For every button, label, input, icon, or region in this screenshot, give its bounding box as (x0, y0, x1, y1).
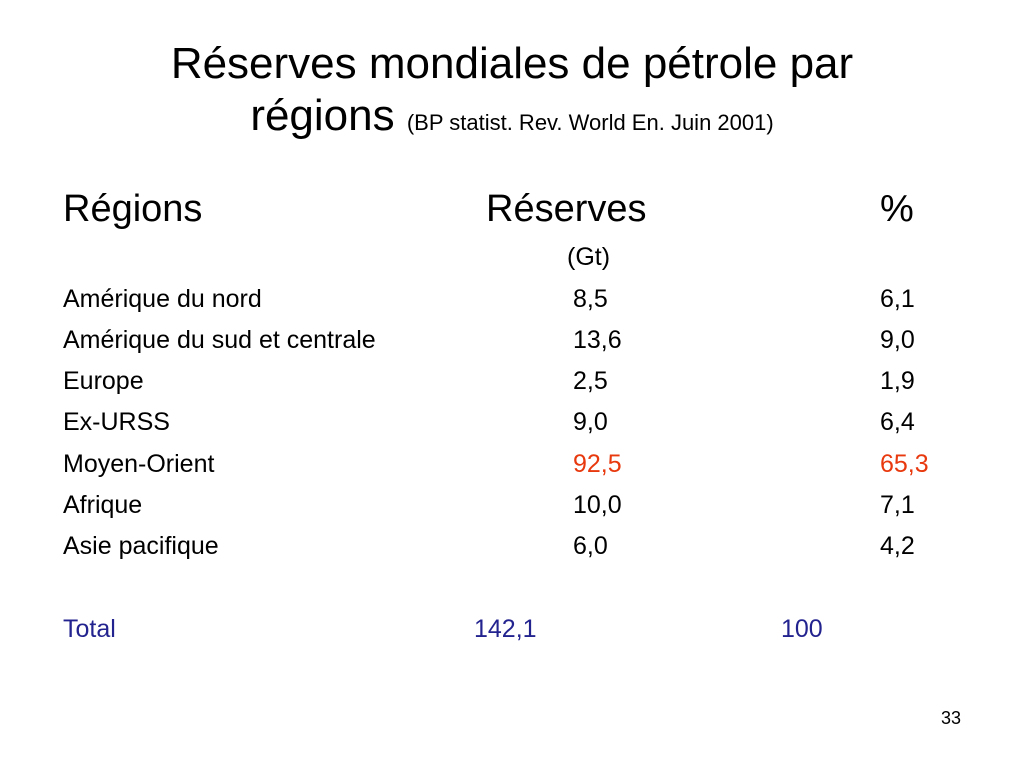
row-region: Amérique du nord (63, 285, 262, 313)
row-percent: 1,9 (880, 367, 915, 395)
header-percent: % (880, 188, 914, 230)
row-region: Asie pacifique (63, 532, 219, 560)
row-region: Amérique du sud et centrale (63, 326, 376, 354)
slide-title: Réserves mondiales de pétrole par région… (0, 38, 1024, 149)
row-percent: 9,0 (880, 326, 915, 354)
title-source: (BP statist. Rev. World En. Juin 2001) (406, 110, 774, 135)
total-percent: 100 (781, 615, 823, 643)
header-regions: Régions (63, 188, 203, 230)
title-regions: régions (250, 91, 395, 140)
reserves-unit: (Gt) (567, 243, 611, 271)
total-reserves: 142,1 (474, 615, 537, 643)
row-percent: 6,4 (880, 408, 915, 436)
title-main: Réserves mondiales de pétrole par (170, 39, 854, 88)
page-number: 33 (940, 708, 961, 728)
row-percent-highlight: 65,3 (880, 450, 929, 478)
row-percent: 7,1 (880, 491, 915, 519)
row-reserves: 13,6 (573, 326, 622, 354)
total-label: Total (63, 615, 116, 643)
row-region: Afrique (63, 491, 143, 519)
row-percent: 6,1 (880, 285, 915, 313)
row-region: Moyen-Orient (63, 450, 215, 478)
row-reserves-highlight: 92,5 (573, 450, 622, 478)
row-region: Europe (63, 367, 144, 395)
row-reserves: 10,0 (573, 491, 622, 519)
row-reserves: 8,5 (573, 285, 608, 313)
row-percent: 4,2 (880, 532, 915, 560)
row-reserves: 9,0 (573, 408, 608, 436)
header-reserves: Réserves (486, 188, 647, 230)
row-reserves: 2,5 (573, 367, 608, 395)
row-reserves: 6,0 (573, 532, 608, 560)
row-region: Ex-URSS (63, 408, 170, 436)
title-second-line: régions (BP statist. Rev. World En. Juin… (0, 90, 1024, 149)
